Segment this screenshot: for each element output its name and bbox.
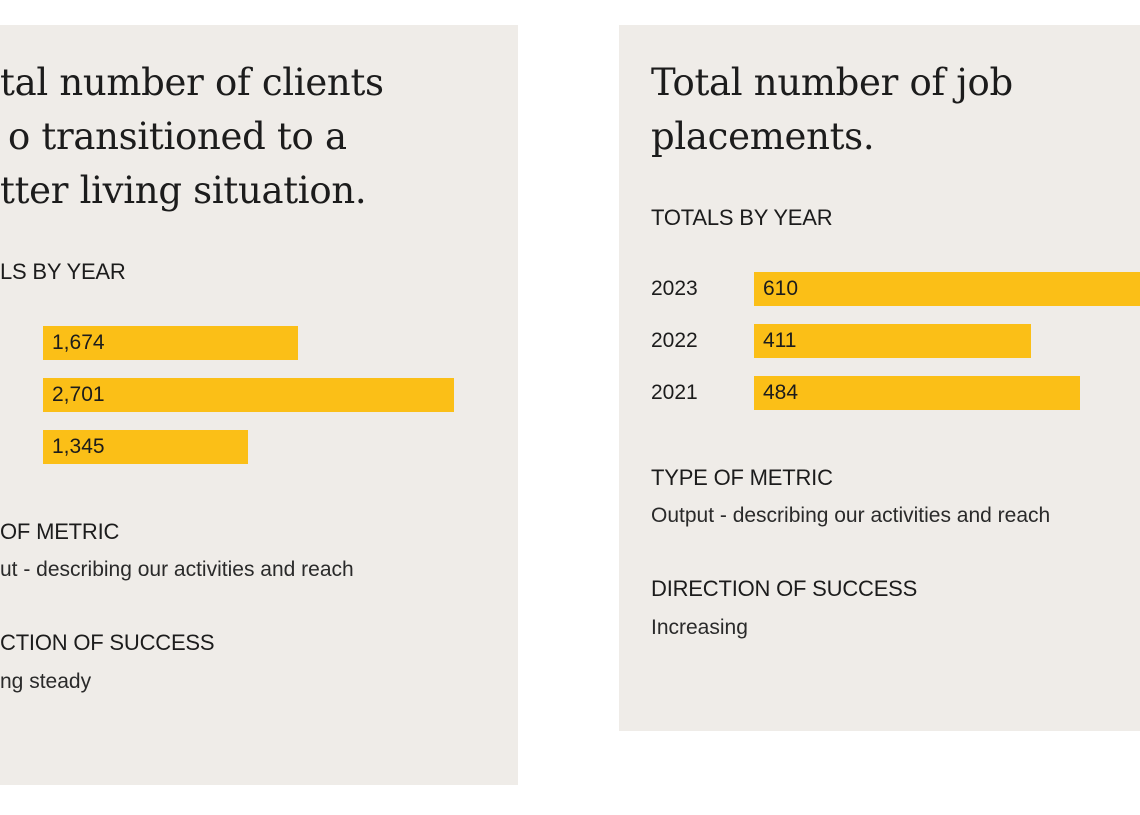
bar: 2,701 (43, 378, 454, 412)
direction-text: Increasing (651, 616, 748, 639)
bar: 1,345 (43, 430, 248, 464)
card-title: tal number of clients (0, 61, 384, 104)
card-title: o transitioned to a (8, 115, 347, 158)
year-label: 2021 (651, 381, 698, 404)
metric-text: ut - describing our activities and reach (0, 558, 354, 581)
bar-value-label: 484 (763, 381, 799, 404)
direction-text: ng steady (0, 670, 92, 693)
card-title: Total number of job (651, 61, 1013, 104)
bar: 1,674 (43, 326, 298, 360)
section-heading: DIRECTION OF SUCCESS (651, 576, 918, 601)
bar: 411 (754, 324, 1031, 358)
section-heading: TYPE OF METRIC (651, 465, 833, 490)
card-title: tter living situation. (0, 169, 367, 212)
bar-value-label: 610 (763, 277, 799, 300)
bar: 610 (754, 272, 1140, 306)
section-heading: CTION OF SUCCESS (0, 630, 215, 655)
section-heading: TOTALS BY YEAR (651, 205, 833, 230)
card-title: placements. (651, 115, 875, 158)
section-heading: OF METRIC (0, 519, 120, 544)
bar-value-label: 2,701 (52, 383, 105, 406)
bar: 484 (754, 376, 1081, 410)
bar-value-label: 411 (763, 329, 797, 352)
metric-card: Total number of job placements. TOTALS BY … (619, 25, 1140, 731)
year-label: 2023 (651, 277, 698, 300)
metric-text: Output - describing our activities and r… (651, 504, 1051, 527)
bar-value-label: 1,345 (52, 435, 105, 458)
metric-card: tal number of clients o transitioned to a… (0, 25, 518, 785)
bar-value-label: 1,674 (52, 331, 105, 354)
year-label: 2022 (651, 329, 698, 352)
section-heading: LS BY YEAR (0, 259, 126, 284)
